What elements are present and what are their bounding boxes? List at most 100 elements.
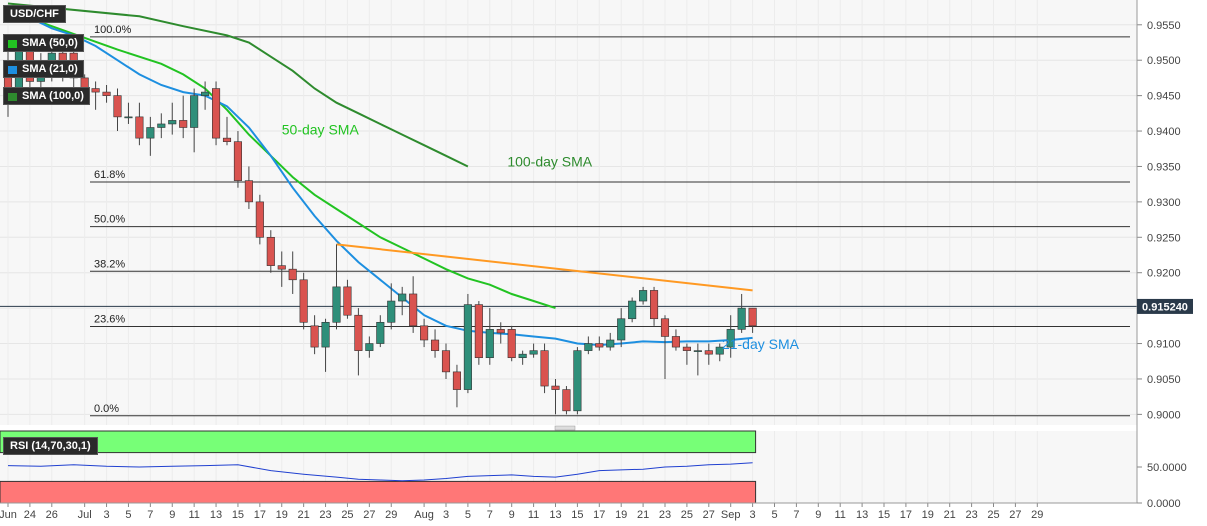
candle-body: [562, 389, 571, 412]
candle-body: [124, 116, 133, 119]
candle: [135, 102, 144, 146]
candle-body: [179, 120, 188, 128]
legend-swatch-sma50: [8, 40, 17, 48]
x-tick-label: 25: [681, 509, 693, 521]
x-tick-label: 19: [276, 509, 288, 521]
candle-body: [595, 343, 604, 348]
candle: [529, 343, 538, 358]
candle: [715, 343, 724, 362]
panel-divider-handle[interactable]: [554, 425, 576, 431]
candle: [255, 194, 264, 245]
candle-body: [463, 304, 472, 390]
candle: [540, 343, 549, 394]
rsi-legend[interactable]: RSI (14,70,30,1): [3, 437, 98, 455]
candle: [507, 325, 516, 362]
candle: [737, 293, 746, 333]
candle: [693, 343, 702, 376]
x-tick-label: Aug: [414, 509, 434, 521]
legend-sma21[interactable]: SMA (21,0): [3, 60, 84, 78]
candle-body: [288, 268, 297, 281]
candle: [748, 307, 757, 333]
candle-body: [321, 321, 330, 348]
candle: [551, 378, 560, 415]
rsi-oversold-zone: [0, 480, 757, 504]
candle: [343, 279, 352, 319]
x-tick-label: 24: [24, 509, 36, 521]
legend-label-sma50: SMA (50,0): [22, 37, 78, 49]
candle-body: [606, 339, 615, 348]
x-tick-label: 21: [637, 509, 649, 521]
candle-body: [682, 346, 691, 351]
x-tick-label: 15: [878, 509, 890, 521]
candle-body: [715, 346, 724, 355]
x-tick-label: 15: [571, 509, 583, 521]
candle: [628, 297, 637, 323]
x-tick-label: 3: [443, 509, 449, 521]
candle: [387, 283, 396, 330]
y-tick-label: 0.9350: [1147, 161, 1181, 173]
trendline-group: [336, 243, 753, 292]
candle-body: [332, 286, 341, 323]
candle: [332, 244, 341, 330]
candle-body: [748, 307, 757, 327]
candle-body: [573, 350, 582, 412]
sma100-line: [7, 2, 469, 168]
candle-body: [409, 293, 418, 327]
candle: [244, 166, 253, 209]
rsi-overbought-zone: [0, 430, 757, 454]
x-tick-label: 11: [528, 509, 539, 521]
candle: [365, 336, 374, 358]
x-tick-label: 9: [815, 509, 821, 521]
candle: [639, 286, 648, 305]
legend-sma50[interactable]: SMA (50,0): [3, 34, 84, 52]
candle-body: [430, 339, 440, 351]
candle-body: [343, 286, 352, 316]
x-tick-label: 25: [987, 509, 999, 521]
candle: [704, 343, 713, 365]
candle-body: [299, 279, 308, 323]
candle: [310, 315, 319, 355]
candle-body: [660, 318, 670, 337]
candle: [649, 286, 659, 326]
candle: [562, 386, 571, 415]
candle: [354, 308, 363, 376]
x-tick-label: 17: [593, 509, 605, 521]
candle: [146, 116, 155, 156]
candle-body: [135, 116, 144, 139]
x-axis: Jun 24 26 Jul 3 5 7 9 11 13 15 17 19 21 23 25 27 29 Aug 3 5 7…: [0, 502, 1137, 521]
sma50-group: [7, 9, 556, 310]
legend-sma100[interactable]: SMA (100,0): [3, 87, 90, 105]
candle: [617, 308, 626, 348]
x-tick-label: 23: [659, 509, 671, 521]
x-tick-label: 3: [103, 509, 109, 521]
sma100-group: [7, 2, 469, 168]
x-tick-label: 21: [944, 509, 956, 521]
candle-body: [91, 88, 100, 93]
candle-body: [737, 307, 746, 330]
x-tick-label: 29: [385, 509, 397, 521]
candle: [277, 251, 286, 287]
candle: [179, 95, 188, 139]
candle-body: [113, 95, 122, 118]
candle-body: [201, 91, 210, 96]
fib-label: 61.8%: [94, 169, 125, 181]
price-tag-text: 0.915240: [1142, 301, 1188, 313]
candle-body: [551, 385, 560, 390]
candle: [212, 81, 221, 146]
candle: [157, 113, 166, 139]
y-tick-label: 0.9300: [1147, 197, 1181, 209]
candle: [420, 318, 429, 348]
rsi-tick-label: 50.0000: [1147, 462, 1187, 474]
candle-body: [693, 350, 702, 352]
legend-swatch-sma100: [8, 93, 17, 101]
fib-label: 23.6%: [94, 314, 125, 326]
candle: [441, 343, 451, 379]
x-tick-label: 5: [465, 509, 471, 521]
candle: [190, 88, 199, 153]
price-tag-box: [1137, 298, 1193, 314]
annotations: 50-day SMA 100-day SMA 21-day SMA: [282, 122, 800, 353]
x-tick-label: 29: [1031, 509, 1043, 521]
y-tick-label: 0.9550: [1147, 20, 1181, 32]
candle: [409, 276, 418, 333]
y-axis: 0.90000.90500.91000.91500.92000.92500.93…: [1136, 0, 1181, 503]
